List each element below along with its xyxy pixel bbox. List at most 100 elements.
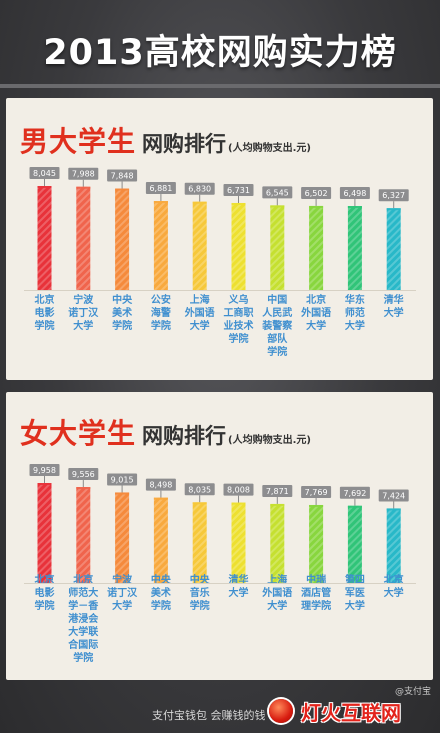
bar	[231, 502, 246, 583]
value-label: 9,015	[111, 475, 134, 484]
bar-group: 6,830 上海外国语大学	[184, 182, 215, 332]
bar-group: 6,881 公安海警学院	[145, 182, 176, 332]
bar-group: 7,769 中瑞酒店管理学院	[301, 485, 332, 612]
bar-group: 6,545 中国人民武装警察部队学院	[261, 186, 293, 358]
bar	[309, 504, 324, 583]
bar-group: 7,424 北京大学	[378, 489, 409, 599]
female-chart-panel: 女大学生 网购排行 (人均购物支出.元) 9,958 北京电影学院 9,556 北京师范大…	[6, 392, 433, 680]
bar-cap	[309, 205, 324, 208]
value-label: 6,327	[382, 191, 405, 200]
male-chart-unit: (人均购物支出.元)	[228, 143, 311, 154]
bar	[309, 205, 324, 290]
bar	[37, 483, 52, 583]
bar-group: 8,498 中央美术学院	[145, 478, 176, 612]
category-label: 北京电影学院	[35, 293, 55, 332]
value-label: 6,830	[188, 185, 211, 194]
bar-cap	[270, 205, 285, 208]
bar-cap	[37, 483, 52, 485]
category-label: 中国人民武装警察部队学院	[261, 293, 293, 358]
value-label-box	[301, 485, 332, 498]
female-chart-heading: 女大学生 网购排行 (人均购物支出.元)	[20, 412, 311, 452]
value-label: 7,988	[72, 170, 95, 179]
value-label: 6,502	[305, 189, 328, 198]
bar	[153, 201, 168, 290]
male-bar-chart: 8,045 北京电影学院 7,988 宁波诺丁汉大学 7,848 中央美术学院 6,881 公…	[24, 167, 416, 358]
category-label: 第四军医大学	[345, 573, 365, 612]
bar	[76, 487, 91, 583]
male-chart-heading: 男大学生 网购排行 (人均购物支出.元)	[20, 120, 311, 160]
bar	[192, 502, 207, 583]
watermark: 灯火互联网	[269, 697, 401, 725]
footer-slogan: 支付宝钱包 会赚钱的钱	[152, 709, 266, 722]
female-chart-title: 女大学生	[20, 417, 137, 450]
bar	[270, 205, 285, 290]
value-label-box	[68, 468, 99, 481]
value-label-box	[29, 167, 60, 179]
bar-cap	[76, 186, 91, 189]
bar-group: 6,327 清华大学	[378, 189, 409, 319]
bar-cap	[309, 504, 324, 507]
bar	[76, 186, 91, 290]
value-label: 6,545	[266, 188, 289, 197]
category-label: 宁波诺丁汉大学	[107, 573, 138, 612]
value-label: 6,881	[149, 184, 172, 193]
bar-cap	[192, 201, 207, 204]
category-label: 北京大学	[384, 573, 404, 599]
bar	[270, 503, 285, 583]
bar-group: 9,015 宁波诺丁汉大学	[107, 473, 138, 612]
category-label: 北京外国语大学	[300, 293, 331, 332]
value-label: 6,731	[227, 186, 250, 195]
title-divider	[0, 84, 440, 88]
value-label: 9,556	[72, 470, 95, 479]
category-label: 清华大学	[229, 573, 249, 599]
bar-cap	[386, 208, 401, 211]
value-label-box	[145, 478, 176, 491]
bar-group: 6,498 华东师范大学	[339, 186, 370, 332]
bar	[115, 492, 130, 583]
bar-cap	[347, 205, 362, 208]
watermark-text: 灯火互联网	[301, 700, 401, 725]
bar-cap	[76, 487, 91, 490]
bar-group: 6,731 义乌工商职业技术学院	[223, 183, 254, 345]
value-label-box	[107, 169, 138, 182]
bar-cap	[153, 201, 168, 204]
value-label: 8,045	[33, 169, 56, 178]
value-label: 7,848	[111, 172, 134, 181]
bar-group: 6,502 北京外国语大学	[300, 186, 332, 332]
bar	[153, 497, 168, 583]
bar	[386, 508, 401, 583]
category-label: 上海外国语大学	[261, 573, 292, 612]
value-label-box	[184, 483, 215, 496]
female-chart-unit: (人均购物支出.元)	[228, 435, 311, 446]
bar-group: 9,556 北京师范大学－香港浸会大学联合国际学院	[67, 468, 99, 664]
female-chart-subtitle: 网购排行	[142, 424, 227, 448]
bar-group: 8,035 中央音乐学院	[184, 483, 215, 612]
bar-cap	[115, 492, 130, 495]
category-label: 义乌工商职业技术学院	[224, 293, 254, 345]
weibo-mark: @支付宝	[395, 687, 432, 697]
male-chart-subtitle: 网购排行	[142, 132, 227, 156]
bar-group: 9,958 北京电影学院	[29, 464, 60, 612]
value-label-box	[68, 167, 99, 180]
female-bar-chart: 9,958 北京电影学院 9,556 北京师范大学－香港浸会大学联合国际学院 9,015…	[24, 464, 416, 664]
bar	[37, 186, 52, 290]
value-label-box	[107, 473, 138, 486]
male-chart-panel: 男大学生 网购排行 (人均购物支出.元) 8,045 北京电影学院 7,988 宁波诺丁汉…	[6, 98, 433, 380]
bar	[347, 205, 362, 290]
value-label-box	[301, 186, 332, 199]
value-label: 6,498	[343, 189, 366, 198]
value-label: 9,958	[33, 466, 56, 475]
category-label: 中央音乐学院	[190, 573, 211, 612]
bar	[192, 201, 207, 290]
category-label: 宁波诺丁汉大学	[68, 293, 99, 332]
value-label: 8,035	[188, 485, 211, 494]
value-label-box	[378, 489, 409, 502]
value-label-box	[29, 464, 60, 476]
category-label: 北京电影学院	[35, 573, 55, 612]
bar-group: 7,692 第四军医大学	[339, 486, 370, 612]
value-label-box	[223, 483, 254, 496]
bar	[347, 505, 362, 583]
category-label: 公安海警学院	[151, 293, 171, 332]
value-label: 7,769	[305, 488, 328, 497]
bar	[115, 188, 130, 290]
